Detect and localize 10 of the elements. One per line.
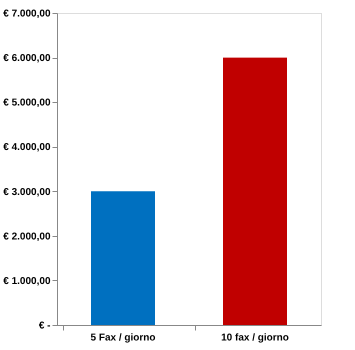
y-tick-label: € 1.000,00	[3, 276, 51, 287]
y-tick-label: € 6.000,00	[3, 53, 51, 64]
y-tick-label: € 7.000,00	[3, 8, 51, 20]
y-tick-label: € 4.000,00	[3, 142, 51, 154]
y-tick-label: € -	[38, 320, 50, 332]
y-tick-label: € 2.000,00	[3, 231, 51, 242]
y-tick-label: € 5.000,00	[3, 98, 51, 109]
y-tick-label: € 3.000,00	[3, 186, 51, 198]
x-tick-label: 10 fax / giorno	[221, 332, 289, 344]
x-tick-label: 5 Fax / giorno	[90, 332, 156, 344]
